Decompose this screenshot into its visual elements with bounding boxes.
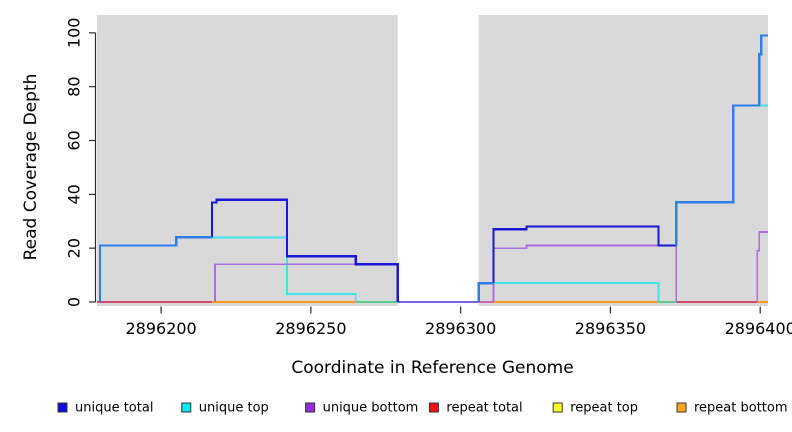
series-unique-total-dark-1 [210,198,399,302]
series-unique-top-2 [478,282,660,302]
legend-label-repeat-total: repeat total [446,401,522,416]
series-unique-top-1 [212,236,357,302]
series-unique-bottom-3 [756,231,768,302]
y-tick-label: 60 [65,130,84,150]
series-unique-total-light-2 [477,281,494,302]
legend-label-unique-total: unique total [75,401,153,416]
legend-label-unique-top: unique top [199,401,269,416]
masked-region [397,15,479,306]
legend-swatch-repeat-top [552,402,563,413]
y-tick-label: 100 [65,18,84,49]
legend-swatch-unique-top [181,402,192,413]
y-axis-title: Read Coverage Depth [21,73,41,261]
x-tick-label: 2896350 [575,319,646,338]
legend-swatch-unique-bottom [305,402,316,413]
legend-label-repeat-bottom: repeat bottom [694,401,788,416]
legend-label-repeat-top: repeat top [570,401,638,416]
legend-label-unique-bottom: unique bottom [323,401,419,416]
x-axis-title: Coordinate in Reference Genome [291,358,574,378]
series-unique-total-light-3 [675,34,768,246]
y-tick-label: 20 [65,238,84,258]
y-tick-label: 80 [65,76,84,96]
x-tick-label: 2896200 [125,319,196,338]
y-tick-label: 40 [65,184,84,204]
x-tick-label: 2896250 [275,319,346,338]
series-unique-total-dark-2 [492,225,677,284]
series-unique-total-light-1 [98,236,212,302]
legend-swatch-repeat-bottom [676,402,687,413]
legend-swatch-repeat-total [428,402,439,413]
x-tick-label: 2896300 [425,319,496,338]
legend-swatch-unique-total [57,402,68,413]
x-tick-label: 2896400 [725,319,792,338]
y-tick-label: 0 [65,297,84,307]
